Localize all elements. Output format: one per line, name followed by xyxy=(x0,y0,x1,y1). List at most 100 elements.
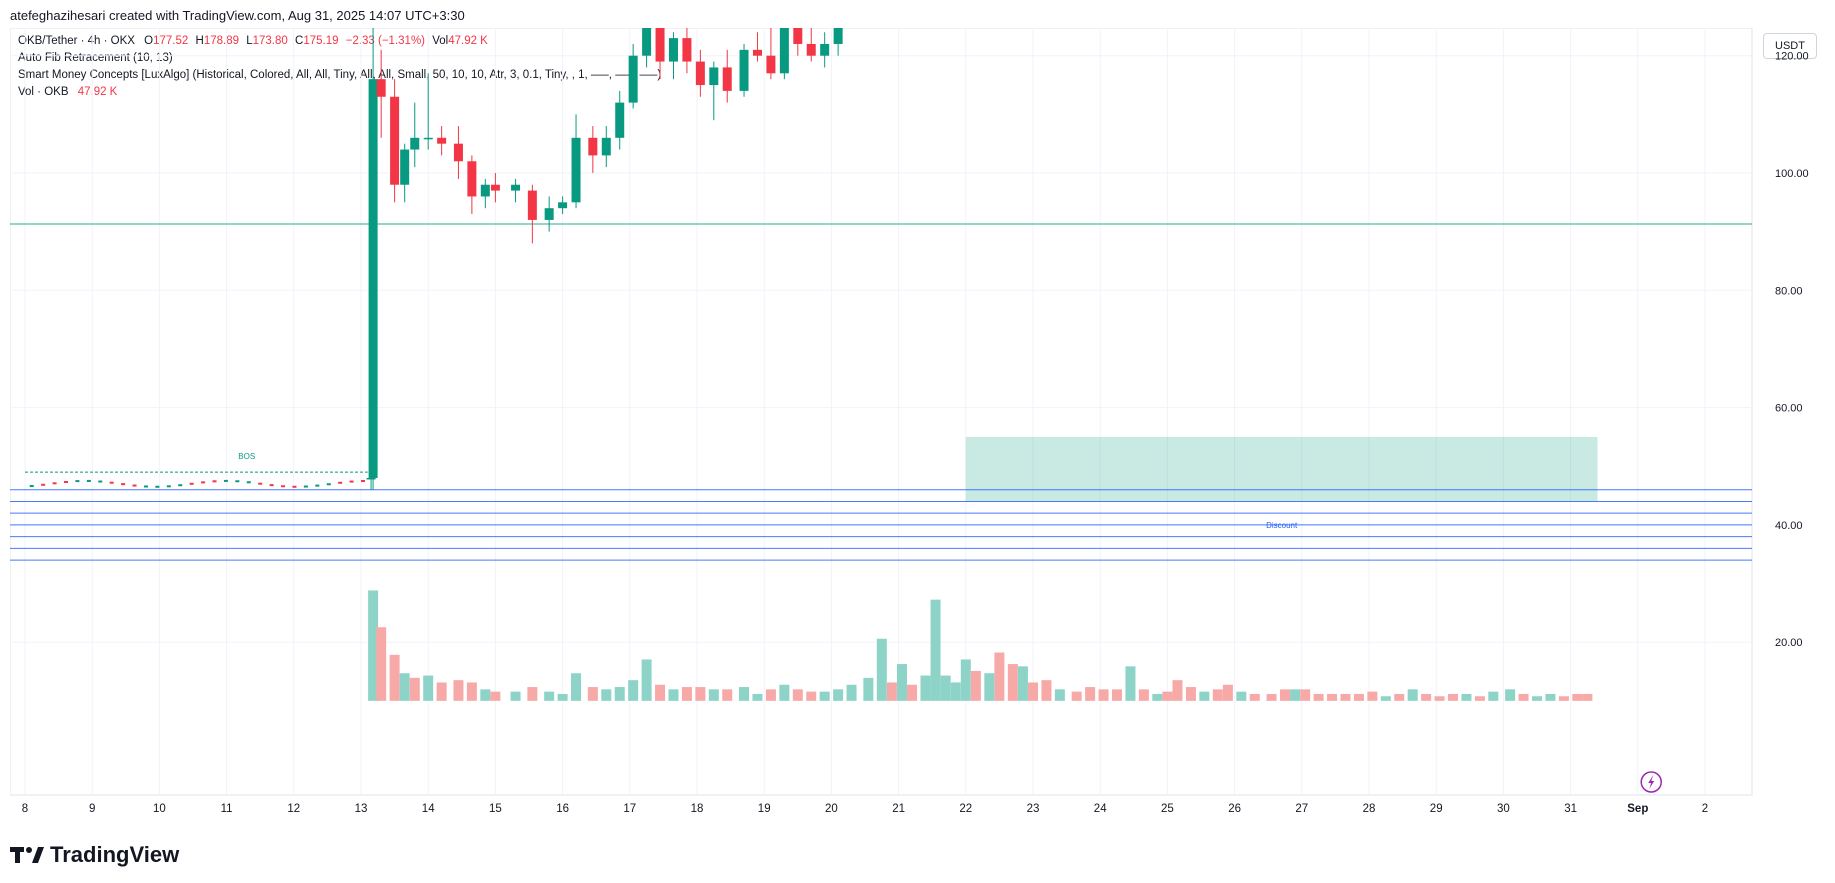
volume-bar xyxy=(1017,666,1028,701)
indicator-smc[interactable]: Smart Money Concepts [LuxAlgo] (Historic… xyxy=(18,69,662,81)
candle-body xyxy=(601,137,611,156)
volume-bar xyxy=(453,680,464,701)
horizontal-levels xyxy=(10,223,1752,561)
volume-bar xyxy=(1394,693,1405,701)
candle-body xyxy=(722,67,732,91)
change-value: −2.33 (−1.31%) xyxy=(345,35,425,47)
candles xyxy=(366,28,843,490)
volume-bar xyxy=(571,673,582,701)
volume-bar xyxy=(886,682,897,701)
x-tick-label: 14 xyxy=(422,803,435,815)
candle-body xyxy=(258,482,263,485)
x-tick-label: 22 xyxy=(959,803,972,815)
price-chart[interactable]: PremiumEquilibriumDiscountBOSBOSCHoCHCHo… xyxy=(10,28,1810,828)
volume-bar xyxy=(819,691,830,701)
volume-bar xyxy=(480,689,491,701)
candle-body xyxy=(281,485,286,488)
x-tick-label: 24 xyxy=(1094,803,1107,815)
candle-body xyxy=(511,184,521,191)
volume-bar xyxy=(1434,696,1445,701)
indicator-fib[interactable]: Auto Fib Retracement (10, 13) xyxy=(18,52,173,64)
x-tick-label: 23 xyxy=(1027,803,1040,815)
volume-bar xyxy=(1461,693,1472,701)
volume-bar xyxy=(1407,689,1418,701)
candle-body xyxy=(41,483,46,486)
candle-body xyxy=(269,484,274,487)
x-tick-label: 30 xyxy=(1497,803,1510,815)
volume-bar xyxy=(1007,664,1018,701)
volume-bar xyxy=(557,693,568,701)
volume-bar xyxy=(833,689,844,701)
volume-bar xyxy=(376,627,387,701)
candle-body xyxy=(480,184,490,197)
volume-bar xyxy=(1138,689,1149,701)
candle-body xyxy=(490,184,500,191)
close-label: C xyxy=(295,35,304,47)
candle-body xyxy=(410,137,420,150)
candle-body xyxy=(453,143,463,162)
candle-body xyxy=(752,49,762,56)
volume-bar xyxy=(1071,691,1082,701)
volume-bar xyxy=(587,687,598,701)
volume-bar xyxy=(1532,696,1542,701)
x-tick-label: 2 xyxy=(1702,803,1708,815)
candle-body xyxy=(793,28,803,44)
currency-button[interactable]: USDT xyxy=(1763,33,1817,59)
volume-bar xyxy=(1172,680,1183,701)
candle-body xyxy=(668,38,678,62)
candle-body xyxy=(121,483,126,486)
x-tick-label: 21 xyxy=(892,803,905,815)
candle-body xyxy=(349,480,354,483)
candle-body xyxy=(212,480,217,483)
candle-body xyxy=(315,484,320,487)
volume-bar xyxy=(1313,693,1324,701)
volume-bar xyxy=(601,689,612,701)
lightning-icon-ring xyxy=(1640,771,1662,793)
candle-body xyxy=(642,28,652,56)
y-tick-label: 80.00 xyxy=(1775,285,1803,297)
candle-body xyxy=(376,79,386,97)
close-value: 175.19 xyxy=(303,35,339,47)
lightning-icon[interactable] xyxy=(1640,771,1662,793)
volume-bar xyxy=(1280,689,1290,701)
volume-bar xyxy=(708,689,719,701)
candle-body xyxy=(709,67,719,86)
volume-bar xyxy=(1353,693,1364,701)
discount-zone xyxy=(965,436,1598,502)
candle-body xyxy=(655,28,665,62)
candle-body xyxy=(201,481,206,484)
candle-body xyxy=(544,208,554,220)
y-tick-label: 20.00 xyxy=(1775,637,1803,649)
candle-body xyxy=(292,485,297,488)
symbol-label[interactable]: OKB/Tether · 4h · OKX xyxy=(18,35,135,47)
volume-bar xyxy=(423,675,434,701)
annotation-label: Discount xyxy=(1266,521,1298,530)
candle-body xyxy=(390,96,400,185)
candle-body xyxy=(368,79,378,478)
volume-value: 47.92 K xyxy=(448,35,488,47)
volume-bar xyxy=(792,689,803,701)
volume-bar xyxy=(544,691,555,701)
volume-bar xyxy=(368,590,379,701)
volume-bar xyxy=(863,677,874,701)
candle-body xyxy=(143,485,148,488)
volume-bar xyxy=(695,687,706,701)
candle-body xyxy=(132,484,137,487)
volume-bar xyxy=(641,659,652,701)
volume-bar xyxy=(950,682,961,701)
volume-bar xyxy=(1380,696,1391,701)
candle-body xyxy=(739,49,749,91)
candle-body xyxy=(467,161,477,197)
volume-bar xyxy=(1185,687,1196,701)
candle-body xyxy=(109,481,114,484)
volume-bar xyxy=(1488,691,1499,701)
x-tick-label: 8 xyxy=(22,803,28,815)
x-tick-label: 10 xyxy=(153,803,166,815)
candle-body xyxy=(63,480,68,483)
volume-bar xyxy=(510,691,521,701)
chart-credit: atefeghazihesari created with TradingVie… xyxy=(10,8,465,23)
volume-bar xyxy=(399,673,410,701)
candle-body xyxy=(527,190,537,220)
volume-bar xyxy=(994,652,1005,701)
indicator-volume[interactable]: Vol · OKB 47.92 K xyxy=(18,84,661,101)
